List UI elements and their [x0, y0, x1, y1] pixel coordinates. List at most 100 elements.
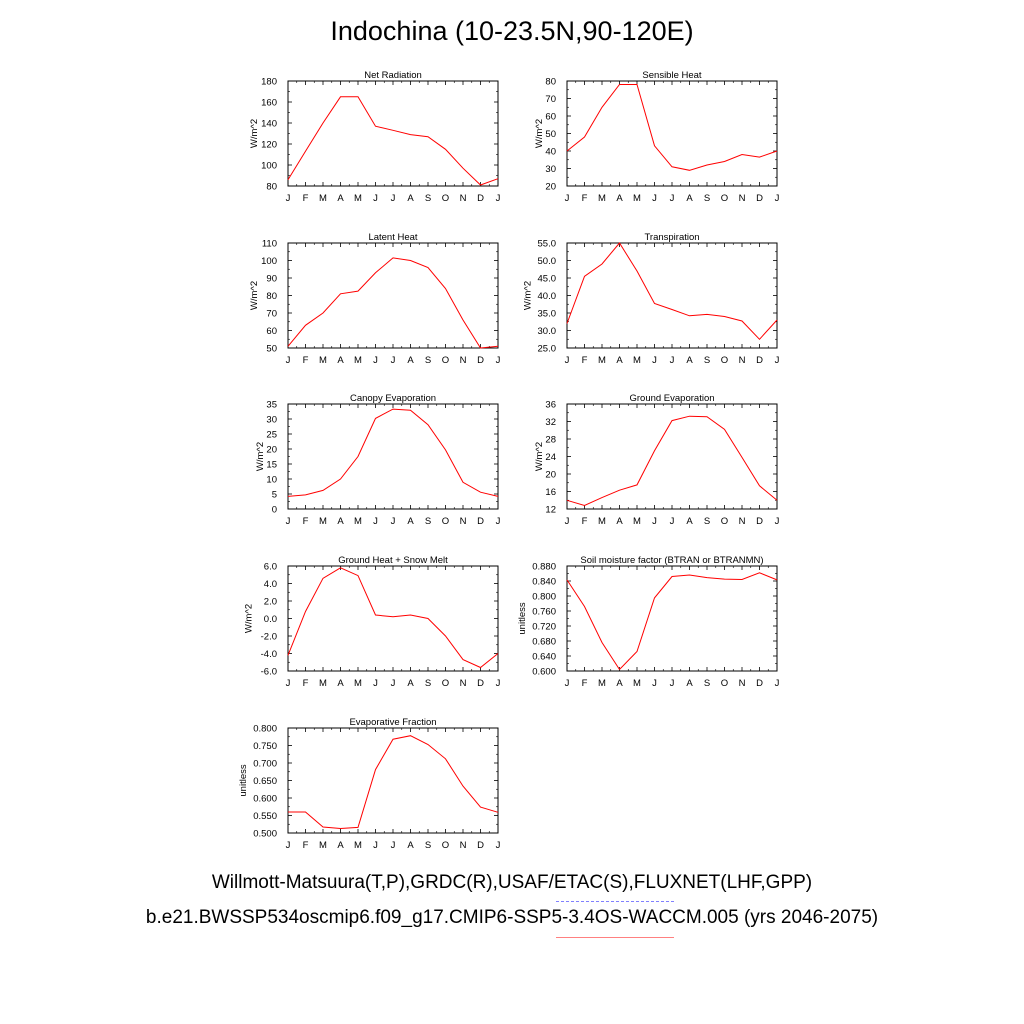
x-tick-label: M [598, 516, 606, 527]
x-tick-label: M [319, 193, 327, 204]
x-tick-label: S [704, 516, 710, 527]
x-tick-label: A [337, 840, 344, 851]
x-tick-label: J [391, 355, 396, 366]
x-tick-label: J [391, 678, 396, 689]
chart-panel-soil-moisture: Soil moisture factor (BTRAN or BTRANMN) J… [517, 549, 780, 699]
y-tick-label: 20 [545, 470, 556, 481]
series-line-evaporative-fraction [288, 735, 499, 830]
chart-panel-transpiration: Transpiration J F M A M J J A S O N D J 25.0 30.0 35.0 40… [517, 226, 780, 376]
chart-panel-latent-heat: Latent Heat J F M A M J J A S O N D J 50 60 70 80 90 100 110… [238, 226, 500, 376]
plot-frame [287, 242, 499, 349]
y-tick-label: 90 [266, 274, 277, 285]
x-tick-label: A [686, 355, 693, 366]
x-tick-label: O [721, 516, 728, 527]
x-tick-label: M [598, 678, 606, 689]
x-tick-label: F [303, 840, 309, 851]
plot-frame [566, 403, 778, 510]
y-tick-label: 0.550 [253, 811, 277, 822]
x-tick-label: J [373, 840, 378, 851]
plot-frame [566, 80, 778, 187]
series-line-soil-moisture-factor-btran-or-btranmn [566, 572, 778, 671]
y-tick-label: 180 [261, 77, 277, 88]
x-tick-label: J [496, 355, 501, 366]
x-tick-label: J [652, 516, 657, 527]
y-tick-label: 0.800 [253, 724, 277, 735]
x-tick-label: N [460, 516, 467, 527]
x-tick-label: O [721, 193, 728, 204]
x-tick-label: A [616, 355, 623, 366]
x-tick-label: O [442, 193, 449, 204]
chart-panel-net-radiation: Net Radiation J F M A M J J A S O N D J 80 100 120 140 160… [238, 64, 500, 214]
x-tick-label: M [354, 840, 362, 851]
chart-title: Evaporative Fraction [349, 717, 436, 728]
x-tick-label: M [598, 355, 606, 366]
x-tick-label: O [442, 355, 449, 366]
y-tick-label: 0 [272, 505, 277, 516]
chart-panel-canopy-evaporation: Canopy Evaporation J F M A M J J A S O N D J 0 5 10 15 20 2… [238, 387, 501, 537]
y-tick-label: 16 [545, 487, 556, 498]
x-tick-label: F [303, 355, 309, 366]
chart-title: Ground Evaporation [629, 393, 714, 404]
y-tick-label: 80 [545, 77, 556, 88]
chart-title: Latent Heat [368, 232, 417, 243]
x-tick-label: D [756, 678, 763, 689]
plot-frame [287, 727, 499, 834]
x-tick-label: D [477, 355, 484, 366]
y-tick-label: 0.880 [532, 562, 556, 573]
x-tick-label: J [373, 678, 378, 689]
y-tick-label: 120 [261, 140, 277, 151]
x-tick-label: J [775, 678, 780, 689]
x-tick-label: J [496, 193, 501, 204]
y-tick-label: 30 [266, 415, 277, 426]
x-tick-label: F [582, 355, 588, 366]
y-axis-label: unitless [517, 602, 528, 634]
y-tick-label: 36 [545, 400, 556, 411]
x-tick-label: J [496, 678, 501, 689]
legend-obs-line-key [556, 901, 674, 902]
series-line-ground-evaporation [566, 415, 778, 507]
y-tick-label: 50 [545, 129, 556, 140]
x-tick-label: A [337, 193, 344, 204]
y-axis-label: unitless [238, 764, 249, 796]
x-tick-label: N [460, 193, 467, 204]
chart-title: Canopy Evaporation [350, 393, 436, 404]
page-title: Indochina (10-23.5N,90-120E) [330, 16, 694, 46]
y-tick-label: 0.750 [253, 741, 277, 752]
x-tick-label: S [425, 678, 431, 689]
plot-frame [566, 242, 778, 349]
legend-observations: Willmott-Matsuura(T,P),GRDC(R),USAF/ETAC… [211, 872, 813, 893]
series-line-net-radiation [287, 96, 499, 186]
x-tick-label: J [373, 193, 378, 204]
x-tick-label: J [286, 193, 291, 204]
series-line-latent-heat [287, 257, 499, 349]
x-tick-label: S [704, 193, 710, 204]
y-tick-label: 30 [545, 164, 556, 175]
y-axis-label: W/m^2 [244, 604, 255, 633]
chart-svg: Soil moisture factor (BTRAN or BTRANMN) J… [517, 555, 780, 689]
y-tick-label: 35.0 [538, 309, 557, 320]
y-tick-label: 100 [261, 161, 277, 172]
x-tick-label: N [739, 516, 746, 527]
y-tick-label: 25.0 [538, 344, 557, 355]
plot-frame [566, 565, 778, 672]
x-tick-label: M [633, 678, 641, 689]
y-tick-label: 24 [545, 452, 556, 463]
y-tick-label: 25 [266, 430, 277, 441]
y-tick-label: 0.650 [253, 776, 277, 787]
x-tick-label: J [652, 193, 657, 204]
chart-title: Ground Heat + Snow Melt [338, 555, 448, 566]
y-tick-label: 5 [272, 490, 277, 501]
x-tick-label: J [391, 840, 396, 851]
x-tick-label: M [633, 355, 641, 366]
plot-frame [287, 565, 499, 672]
chart-panel-sensible-heat: Sensible Heat J F M A M J J A S O N D J 20 30 40 50 60 70 80… [517, 64, 780, 214]
legend-model-line-key [556, 937, 674, 938]
y-tick-label: 0.500 [253, 829, 277, 840]
x-tick-label: M [319, 678, 327, 689]
x-tick-label: J [775, 355, 780, 366]
x-tick-label: F [303, 678, 309, 689]
